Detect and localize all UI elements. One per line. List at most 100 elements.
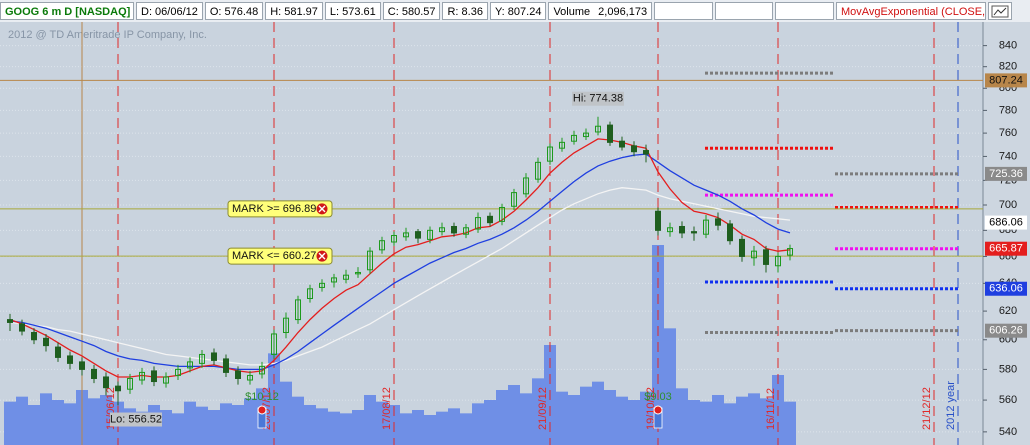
mark-box[interactable]: MARK >= 696.89 (227, 200, 333, 218)
moving-average (9, 153, 791, 371)
mark-label: MARK <= 660.27 (232, 250, 316, 262)
field: H: 581.97 (265, 2, 323, 20)
volume-bar (580, 386, 592, 445)
volume-bar (400, 413, 412, 445)
volume-bar (196, 406, 208, 445)
volume-bar (532, 378, 544, 445)
candle-body (331, 277, 337, 283)
hi-box (572, 91, 624, 106)
price-box (985, 166, 1027, 181)
hi-label: Hi: 774.38 (573, 93, 623, 105)
volume-bar (508, 385, 520, 445)
candle-body (259, 365, 265, 375)
y-tick-label: 780 (999, 104, 1017, 116)
volume-bar (340, 413, 352, 445)
y-tick-label: 760 (999, 127, 1017, 139)
candle-body (427, 229, 433, 240)
price-box (985, 323, 1027, 338)
volume-bar (28, 405, 40, 445)
header-bar: GOOG 6 m D [NASDAQ] D: 06/06/12 O: 576.4… (0, 0, 1030, 22)
volume-bar (316, 408, 328, 445)
volume-bar (412, 410, 424, 445)
volume-bar (604, 390, 616, 445)
candle-body (703, 219, 709, 235)
price-label: 665.87 (989, 243, 1023, 255)
volume-bar (16, 396, 28, 445)
candle-body (619, 140, 625, 148)
symbol[interactable]: GOOG 6 m D [NASDAQ] (0, 2, 134, 20)
price-label: 686.06 (989, 216, 1023, 228)
volume-bar (220, 403, 232, 445)
candle-body (679, 225, 685, 234)
copyright: 2012 @ TD Ameritrade IP Company, Inc. (8, 29, 207, 41)
candle-body (511, 192, 517, 207)
mark-remove-x (318, 205, 326, 213)
candle-body (223, 358, 229, 373)
study-label[interactable]: MovAvgExponential (CLOSE, .. (836, 2, 994, 20)
candle-body (79, 361, 85, 370)
candle-body (667, 227, 673, 233)
price-box (985, 241, 1027, 256)
lo-label: Lo: 556.52 (110, 413, 162, 425)
candle-body (727, 223, 733, 242)
chart-settings-icon[interactable] (988, 2, 1013, 20)
volume-bar (484, 400, 496, 445)
volume-bar (520, 393, 532, 445)
candle-body (499, 207, 505, 222)
candle-body (235, 370, 241, 379)
volume-bar (352, 410, 364, 445)
volume-bar (424, 415, 436, 445)
date-label: 21/12/12 (921, 387, 933, 430)
candle-body (211, 352, 217, 361)
candle-body (547, 146, 553, 162)
volume-bar (748, 393, 760, 445)
candle-body (535, 161, 541, 180)
volume-bar (328, 411, 340, 445)
axis-background (983, 22, 1030, 445)
volume-bar (172, 413, 184, 445)
candle-body (403, 232, 409, 238)
volume-bar (364, 395, 376, 445)
candle-body (367, 250, 373, 271)
date-label: 16/11/12 (765, 388, 777, 430)
price-label: 606.26 (989, 325, 1023, 337)
y-tick-label: 620 (999, 305, 1017, 317)
candle-body (19, 323, 25, 332)
candle-body (271, 333, 277, 355)
crosshair-price-box (985, 73, 1027, 88)
volume-bar (448, 408, 460, 445)
price-label: 725.36 (989, 168, 1023, 180)
volume-bar (436, 411, 448, 445)
y-tick-label: 540 (999, 426, 1017, 438)
volume-bar (160, 410, 172, 445)
candle-body (655, 210, 661, 231)
volume-bar (496, 390, 508, 445)
field: Y: 807.24 (489, 2, 547, 20)
icon-line (993, 7, 1007, 16)
candle-body (787, 248, 793, 256)
price-label: 636.06 (989, 283, 1023, 295)
candle-body (739, 238, 745, 257)
candle-body (571, 134, 577, 142)
y-tick-label: 820 (999, 61, 1017, 73)
y-tick-label: 700 (999, 199, 1017, 211)
crosshair-price: 807.24 (989, 74, 1023, 86)
candle-body (31, 332, 37, 341)
volume-bar (184, 401, 196, 445)
volume-label: Volume (553, 6, 591, 18)
volume-bar (712, 395, 724, 445)
volume-bar (676, 388, 688, 445)
y-tick-label: 580 (999, 363, 1017, 375)
mark-box-bg (227, 247, 333, 265)
volume-bar (784, 401, 796, 445)
price-box (985, 215, 1027, 230)
candle-body (67, 355, 73, 364)
mark-box[interactable]: MARK <= 660.27 (227, 247, 333, 265)
candle-body (691, 231, 697, 234)
volume-bar (280, 381, 292, 445)
candle-body (391, 235, 397, 243)
volume-bar (760, 398, 772, 445)
date-label: 17/08/12 (381, 387, 393, 430)
